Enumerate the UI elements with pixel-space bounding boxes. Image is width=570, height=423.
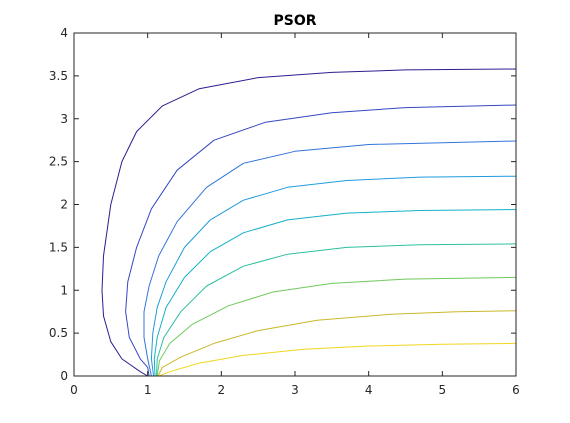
series-line-5	[153, 209, 517, 377]
series-layer	[101, 68, 517, 377]
y-tick-label: 2.5	[49, 155, 68, 169]
series-line-7	[156, 276, 517, 377]
x-tick-label: 4	[365, 383, 373, 397]
y-tick-label: 3.5	[49, 69, 68, 83]
chart-title: PSOR	[273, 13, 316, 29]
ticks-layer: 0 1 2 3 4 5 6 0 0.5 1 1.5 2 2.5 3 3.5 4	[49, 26, 520, 397]
y-tick-label: 1.5	[49, 240, 68, 254]
y-tick-label: 0.5	[49, 326, 68, 340]
x-tick-label: 1	[144, 383, 152, 397]
series-line-4	[150, 175, 517, 377]
x-tick-label: 6	[512, 383, 520, 397]
series-line-1	[101, 68, 517, 377]
series-line-8	[157, 310, 517, 377]
x-tick-label: 0	[70, 383, 78, 397]
x-tick-label: 2	[218, 383, 226, 397]
x-tick-label: 3	[291, 383, 299, 397]
series-line-6	[156, 243, 517, 377]
x-tick-label: 5	[439, 383, 447, 397]
series-line-3	[143, 140, 517, 377]
series-line-2	[125, 104, 517, 377]
y-tick-label: 4	[60, 26, 68, 40]
y-tick-label: 1	[60, 283, 68, 297]
y-tick-label: 3	[60, 112, 68, 126]
y-tick-label: 2	[60, 198, 68, 212]
y-tick-label: 0	[60, 369, 68, 383]
series-line-9	[158, 342, 517, 377]
